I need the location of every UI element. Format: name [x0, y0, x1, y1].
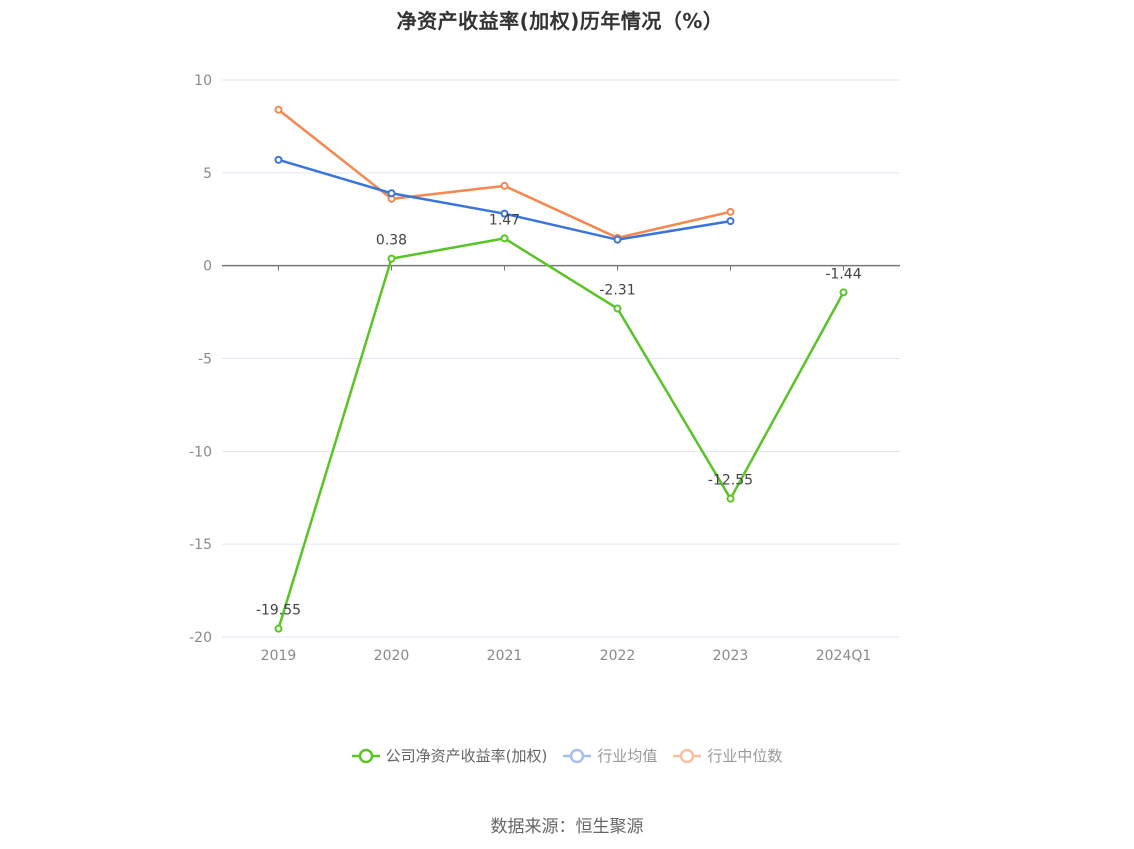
- data-labels: -19.55 0.38 1.47 -2.31 -12.55 -1.44: [256, 212, 862, 618]
- x-tick-label: 2022: [600, 648, 636, 664]
- y-tick-label: -10: [189, 444, 212, 460]
- data-point[interactable]: [726, 494, 735, 503]
- data-label: -2.31: [599, 283, 635, 299]
- grid-lines: [222, 79, 900, 638]
- data-point[interactable]: [274, 624, 283, 633]
- data-label: -12.55: [708, 473, 753, 489]
- axes: 10 5 0 -5 -10 -15 -20 2019 2020 2021 2022 2023 2024Q…: [189, 73, 900, 664]
- data-point[interactable]: [500, 234, 509, 243]
- data-point[interactable]: [387, 189, 396, 198]
- legend-line-circle-icon: [673, 748, 702, 763]
- legend-item-industry-mean[interactable]: 行业均值: [563, 745, 657, 766]
- x-tick-label: 2021: [487, 648, 523, 664]
- data-source: 数据来源：恒生聚源: [490, 817, 644, 837]
- data-point[interactable]: [613, 235, 622, 244]
- x-tick-label: 2023: [713, 648, 749, 664]
- series-line: [277, 237, 845, 630]
- data-point[interactable]: [387, 254, 396, 263]
- legend-line-circle-icon: [563, 748, 592, 763]
- data-point[interactable]: [274, 105, 283, 114]
- data-point[interactable]: [613, 304, 622, 313]
- x-tick-label: 2020: [374, 648, 410, 664]
- y-tick-label: -15: [189, 537, 212, 553]
- legend-label: 行业中位数: [707, 747, 783, 765]
- y-tick-label: -5: [198, 352, 212, 368]
- data-label: 0.38: [376, 233, 407, 249]
- chart-title: 净资产收益率(加权)历年情况（%）: [396, 9, 724, 33]
- line-chart: 10 5 0 -5 -10 -15 -20 2019 2020 2021 2022 2023 2024Q…: [189, 73, 900, 664]
- data-point[interactable]: [726, 217, 735, 226]
- data-point[interactable]: [500, 181, 509, 190]
- data-label: -19.55: [256, 603, 301, 619]
- y-tick-label: -20: [189, 630, 212, 646]
- data-point[interactable]: [274, 155, 283, 164]
- legend-label: 行业均值: [597, 747, 658, 765]
- legend-line-circle-icon: [351, 748, 380, 763]
- y-tick-label: 10: [194, 73, 212, 89]
- y-tick-label: 0: [203, 259, 212, 275]
- x-tick-label: 2019: [261, 648, 297, 664]
- legend-item-company-roe[interactable]: 公司净资产收益率(加权): [351, 745, 548, 766]
- legend-label: 公司净资产收益率(加权): [385, 747, 548, 765]
- data-point[interactable]: [839, 288, 848, 297]
- data-label: -1.44: [825, 266, 861, 282]
- legend-item-industry-median[interactable]: 行业中位数: [673, 745, 782, 766]
- legend: 公司净资产收益率(加权) 行业均值 行业中位数: [0, 745, 1134, 766]
- x-tick-label: 2024Q1: [816, 648, 872, 664]
- data-point[interactable]: [500, 209, 509, 218]
- data-label: 1.47: [489, 212, 520, 228]
- y-tick-label: 5: [203, 166, 212, 182]
- series-lines: [274, 105, 848, 633]
- data-point[interactable]: [726, 207, 735, 216]
